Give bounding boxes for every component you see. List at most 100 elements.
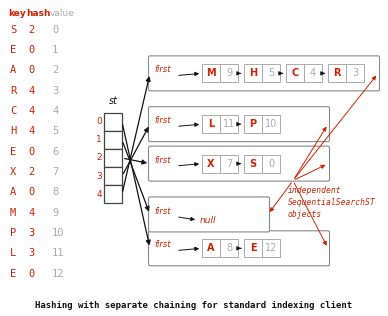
Text: 4: 4 <box>28 86 34 96</box>
Text: 3: 3 <box>96 172 102 180</box>
Text: E: E <box>10 147 16 157</box>
Text: H: H <box>249 68 257 78</box>
Text: S: S <box>249 159 256 169</box>
Text: 7: 7 <box>52 167 58 177</box>
Text: 2: 2 <box>28 25 34 35</box>
Text: P: P <box>249 119 256 129</box>
Text: A: A <box>207 243 215 253</box>
Text: first: first <box>154 240 170 249</box>
Text: 3: 3 <box>52 86 58 96</box>
Text: 1: 1 <box>96 136 102 144</box>
Bar <box>304 64 322 82</box>
Text: first: first <box>154 207 170 216</box>
Text: X: X <box>207 159 215 169</box>
Text: first: first <box>154 65 170 75</box>
Text: M: M <box>10 208 16 218</box>
Text: 0: 0 <box>96 117 102 126</box>
FancyBboxPatch shape <box>149 146 329 181</box>
Text: 1: 1 <box>52 45 58 55</box>
Text: 0: 0 <box>28 45 34 55</box>
Text: key: key <box>8 9 26 18</box>
Bar <box>202 155 220 173</box>
Text: 4: 4 <box>96 190 102 199</box>
Bar <box>104 185 122 203</box>
Text: 4: 4 <box>28 126 34 137</box>
Text: 0: 0 <box>28 147 34 157</box>
Bar <box>220 115 238 133</box>
Bar <box>220 64 238 82</box>
Text: L: L <box>10 248 16 258</box>
Text: 4: 4 <box>28 208 34 218</box>
Text: 3: 3 <box>28 248 34 258</box>
Text: E: E <box>10 269 16 279</box>
Bar <box>244 64 262 82</box>
Bar <box>328 64 346 82</box>
Bar <box>104 149 122 167</box>
Text: 4: 4 <box>310 68 316 78</box>
Text: 3: 3 <box>352 68 358 78</box>
Text: 0: 0 <box>268 159 274 169</box>
Text: 9: 9 <box>52 208 58 218</box>
Text: 11: 11 <box>52 248 64 258</box>
Bar <box>220 239 238 257</box>
Bar <box>286 64 304 82</box>
Text: 6: 6 <box>52 147 58 157</box>
Text: 9: 9 <box>226 68 232 78</box>
Text: 3: 3 <box>28 228 34 238</box>
Text: E: E <box>10 45 16 55</box>
Bar <box>262 115 280 133</box>
Text: st: st <box>109 96 118 106</box>
FancyBboxPatch shape <box>149 107 329 142</box>
Text: independent
SequentialSearchST
objects: independent SequentialSearchST objects <box>288 186 376 219</box>
Text: E: E <box>250 243 256 253</box>
Text: 0: 0 <box>52 25 58 35</box>
Bar <box>244 155 262 173</box>
Text: first: first <box>154 116 170 125</box>
Text: H: H <box>10 126 16 137</box>
FancyBboxPatch shape <box>149 56 379 91</box>
Text: value: value <box>50 9 75 18</box>
Text: Hashing with separate chaining for standard indexing client: Hashing with separate chaining for stand… <box>35 301 353 310</box>
Text: 5: 5 <box>52 126 58 137</box>
Text: X: X <box>10 167 16 177</box>
Bar <box>262 155 280 173</box>
Text: A: A <box>10 65 16 76</box>
Text: null: null <box>200 216 217 225</box>
Bar <box>202 64 220 82</box>
Text: 4: 4 <box>52 106 58 116</box>
Bar <box>104 131 122 149</box>
Text: R: R <box>10 86 16 96</box>
Text: first: first <box>154 156 170 165</box>
Text: hash: hash <box>26 9 50 18</box>
Text: C: C <box>291 68 299 78</box>
Text: 5: 5 <box>268 68 274 78</box>
Text: 4: 4 <box>28 106 34 116</box>
Bar <box>262 239 280 257</box>
Bar <box>244 115 262 133</box>
Text: 0: 0 <box>28 269 34 279</box>
Bar <box>262 64 280 82</box>
Text: 11: 11 <box>223 119 235 129</box>
Text: 2: 2 <box>52 65 58 76</box>
Text: 10: 10 <box>52 228 64 238</box>
Text: S: S <box>10 25 16 35</box>
Text: R: R <box>333 68 341 78</box>
Text: 12: 12 <box>52 269 64 279</box>
Text: L: L <box>208 119 214 129</box>
Bar <box>202 115 220 133</box>
Bar <box>104 167 122 185</box>
Text: 0: 0 <box>28 187 34 198</box>
Text: M: M <box>206 68 216 78</box>
Bar <box>104 113 122 131</box>
Text: C: C <box>10 106 16 116</box>
Text: 10: 10 <box>265 119 277 129</box>
Text: 7: 7 <box>226 159 232 169</box>
Text: 8: 8 <box>52 187 58 198</box>
FancyBboxPatch shape <box>149 231 329 266</box>
Text: 8: 8 <box>226 243 232 253</box>
Text: A: A <box>10 187 16 198</box>
Text: 2: 2 <box>28 167 34 177</box>
Text: 0: 0 <box>28 65 34 76</box>
Text: 2: 2 <box>96 154 102 162</box>
Bar <box>244 239 262 257</box>
